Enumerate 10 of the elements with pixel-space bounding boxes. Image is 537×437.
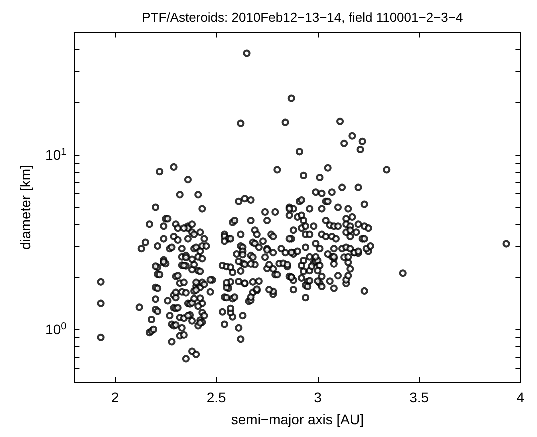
x-tick-label: 2 [111,389,120,406]
x-axis-title: semi−major axis [AU] [231,411,364,428]
x-tick-label: 4 [516,389,525,406]
y-tick-label: 10$^{1}$ [46,146,68,163]
y-tick-label: 10$^{0}$ [46,321,68,338]
x-tick-label: 2.5 [206,389,227,406]
x-tick-label: 3 [314,389,322,406]
chart-title: PTF/Asteroids: 2010Feb12−13−14, field 110001−2−3−4 [142,10,464,25]
y-axis-title: diameter [km] [18,165,34,250]
x-tick-label: 3.5 [410,389,430,406]
